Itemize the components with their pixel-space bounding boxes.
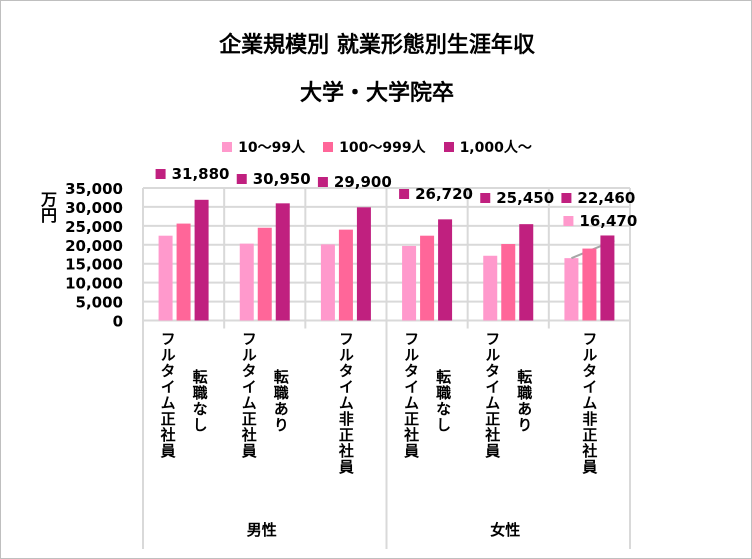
legend-item: 10～99人 [222,137,305,157]
bar [338,229,353,321]
x-category-label: フルタイム正社員 [239,331,258,459]
x-category-label: フルタイム非正社員 [336,331,355,475]
data-label-swatch [561,193,572,203]
legend-label: 1,000人～ [459,140,532,156]
data-label-swatch [236,174,247,184]
y-tick-label: 25,000 [65,218,123,236]
x-category-label: 転職あり [515,369,534,433]
data-label: 26,720 [415,185,473,203]
legend-label: 10～99人 [238,140,306,156]
data-label: 29,900 [334,173,392,191]
bar [519,224,534,321]
legend-swatch [222,142,233,152]
bar [420,235,435,321]
x-category-label: 転職あり [271,369,290,433]
data-label-swatch [563,216,574,226]
bar [356,207,371,321]
y-axis-label: 万円 [38,191,57,223]
bar [501,244,516,321]
y-tick-label: 15,000 [65,256,123,274]
data-label: 22,460 [577,189,635,207]
data-label: 16,470 [579,212,637,230]
x-category-label: フルタイム正社員 [158,331,177,459]
y-tick-label: 20,000 [65,237,123,255]
y-tick-label: 30,000 [65,199,123,217]
bar [275,203,290,321]
x-group-label: 女性 [490,521,521,539]
data-label-swatch [399,189,410,199]
x-category-label: フルタイム正社員 [402,331,421,459]
bar [582,248,597,321]
bar [257,227,272,321]
data-label-swatch [317,177,328,187]
y-tick-label: 10,000 [65,275,123,293]
chart-subtitle: 大学・大学院卒 [299,81,454,106]
bar [176,223,191,321]
legend-label: 100～999人 [339,140,426,156]
legend-swatch [443,142,454,152]
bar [194,199,209,321]
legend: 10～99人 100～999人 1,000人～ [1,137,751,157]
data-label: 25,450 [496,189,554,207]
bar [483,255,498,321]
x-category-label: フルタイム非正社員 [580,331,599,475]
y-tick-label: 5,000 [76,294,123,312]
data-label-swatch [155,169,166,179]
bar [402,245,417,321]
bar [438,219,453,321]
x-category-label: 転職なし [190,369,209,433]
bar [564,258,579,321]
legend-swatch [323,142,334,152]
chart-title: 企業規模別 就業形態別生涯年収 [219,33,535,58]
x-group-label: 男性 [246,521,277,539]
y-tick-label: 35,000 [65,180,123,198]
data-label: 30,950 [253,170,311,188]
bar [239,243,254,321]
data-label: 31,880 [172,165,230,183]
x-category-label: フルタイム正社員 [483,331,502,459]
bar [600,235,615,321]
legend-item: 1,000人～ [443,137,532,157]
data-label-swatch [480,193,491,203]
bar [320,244,335,321]
x-category-label: 転職なし [434,369,453,433]
legend-item: 100～999人 [323,137,426,157]
bar [158,235,173,321]
y-tick-label: 0 [113,313,123,331]
